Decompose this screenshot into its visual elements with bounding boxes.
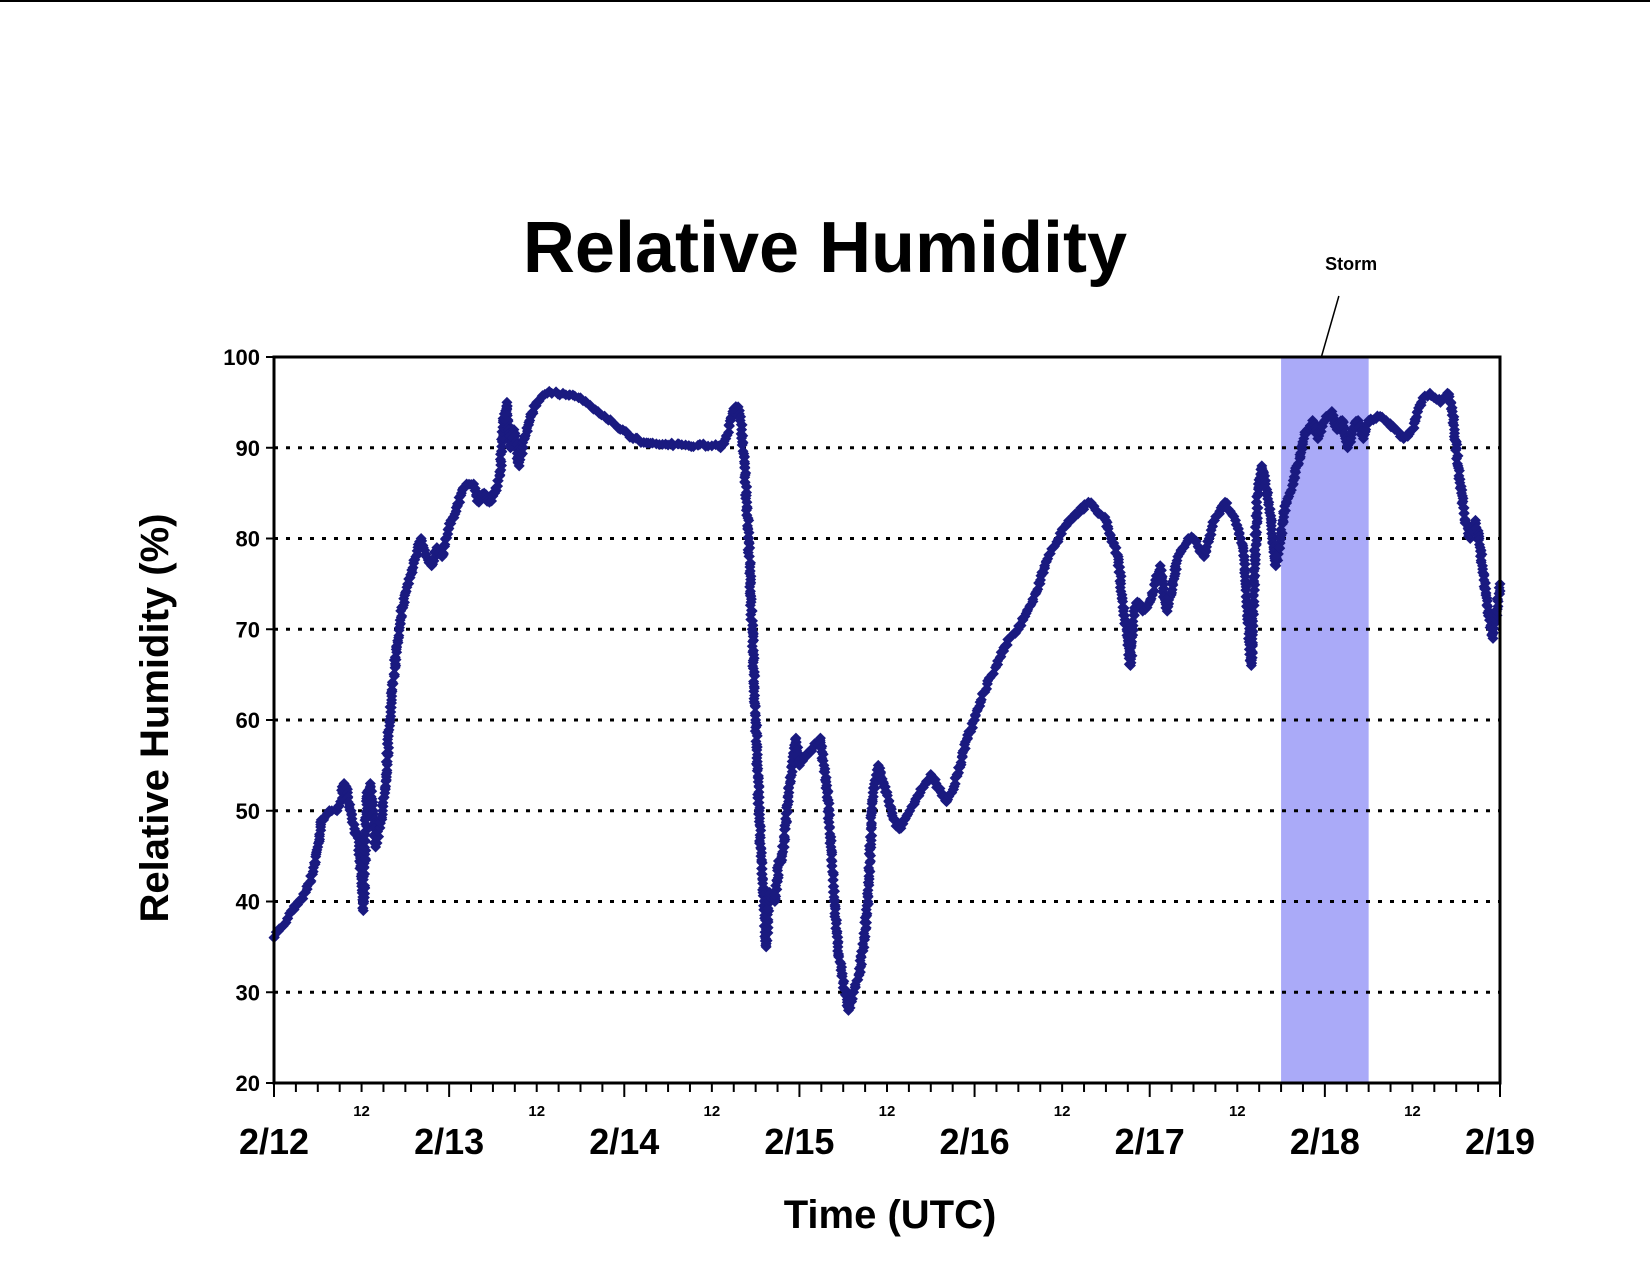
x-tick-label-1: 2/13 [414, 1121, 484, 1162]
x-axis: 2/12 12 2/13 12 2/14 12 2/15 12 2/16 12 2/17 12 2/18… [239, 1083, 1535, 1162]
y-tick-label-60: 60 [236, 708, 260, 733]
x-hour-label-1: 12 [528, 1103, 545, 1120]
y-axis: 20 30 40 50 60 70 80 90 100 [223, 345, 274, 1096]
data-point [778, 841, 790, 853]
x-tick-label-4: 2/16 [940, 1121, 1010, 1162]
x-hour-label-6: 12 [1404, 1103, 1421, 1120]
data-point [749, 701, 761, 713]
y-tick-label-40: 40 [236, 890, 260, 915]
x-hour-label-5: 12 [1229, 1103, 1246, 1120]
x-tick-label-3: 2/15 [764, 1121, 834, 1162]
x-tick-label-2: 2/14 [589, 1121, 659, 1162]
y-tick-label-50: 50 [236, 799, 260, 824]
data-point [778, 830, 790, 842]
x-tick-label-5: 2/17 [1115, 1121, 1185, 1162]
data-point [1148, 585, 1160, 597]
x-tick-label-0: 2/12 [239, 1121, 309, 1162]
x-hour-label-4: 12 [1054, 1103, 1071, 1120]
storm-leader-line [1320, 295, 1340, 358]
x-axis-title: Time (UTC) [784, 1193, 997, 1237]
x-hour-label-0: 12 [353, 1103, 370, 1120]
data-point [365, 785, 377, 797]
storm-annotation: Storm [1281, 254, 1377, 1083]
y-tick-label-70: 70 [236, 617, 260, 642]
gridlines [274, 446, 1500, 994]
y-tick-label-30: 30 [236, 980, 260, 1005]
y-tick-label-90: 90 [236, 436, 260, 461]
chart-title: Relative Humidity [523, 208, 1127, 288]
y-tick-label-20: 20 [236, 1071, 260, 1096]
data-point [826, 860, 838, 872]
data-point [740, 481, 752, 493]
top-border [0, 0, 1650, 2]
x-hour-label-2: 12 [704, 1103, 721, 1120]
data-point [723, 426, 735, 438]
y-tick-label-100: 100 [223, 345, 260, 370]
data-point [437, 547, 449, 559]
x-tick-label-6: 2/18 [1290, 1121, 1360, 1162]
data-point [949, 778, 961, 790]
x-hour-label-3: 12 [879, 1103, 896, 1120]
x-tick-label-7: 2/19 [1465, 1121, 1535, 1162]
data-series [268, 385, 1506, 1016]
y-axis-title: Relative Humidity (%) [133, 514, 177, 923]
storm-label: Storm [1325, 254, 1377, 274]
data-point [309, 856, 321, 868]
data-point [866, 830, 878, 842]
y-tick-label-80: 80 [236, 527, 260, 552]
data-point [823, 822, 835, 834]
